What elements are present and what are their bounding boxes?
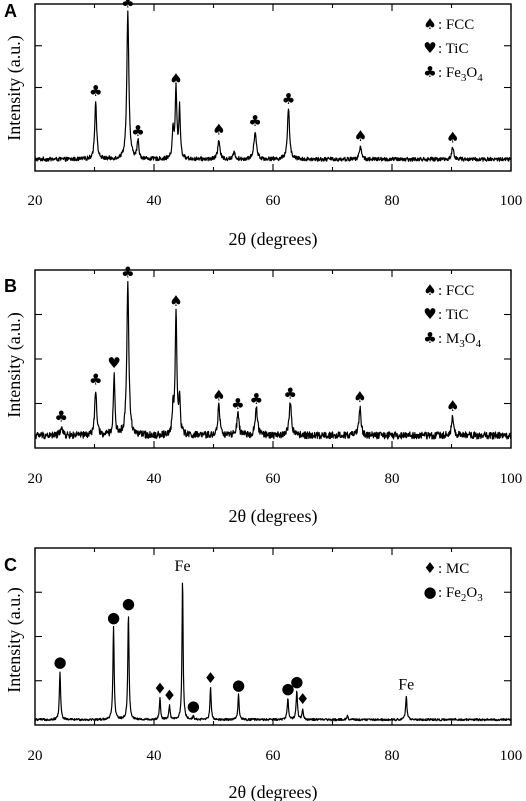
- x-tick-label: 40: [147, 193, 162, 209]
- y-axis-label: Intensity (a.u.): [4, 35, 25, 140]
- peak-marker-fe2o3: ●: [53, 653, 66, 671]
- legend-symbol-oxide: ♣: [423, 329, 436, 347]
- peak-marker-fcc: ♠: [212, 386, 225, 404]
- peak-marker-fe2o3: ●: [187, 697, 200, 715]
- x-tick-label: 100: [500, 748, 523, 764]
- xrd-trace-a: [34, 10, 512, 162]
- panel-letter-a: A: [4, 1, 17, 21]
- peak-marker-fe2o3: ●: [107, 609, 120, 627]
- peak-marker-fcc: ♠: [446, 397, 459, 415]
- panel-a: A 20 40 60 80 100 2θ (degrees) Intensity (a.u.)…: [4, 0, 522, 250]
- peak-marker-fcc: ♠: [212, 120, 225, 138]
- x-tick-label: 100: [500, 193, 523, 209]
- peak-marker-fcc: ♠: [354, 127, 367, 145]
- panel-b: B 20 40 60 80 100 2θ (degrees) Intensity (a.u.)…: [4, 263, 522, 527]
- x-axis-label: 2θ (degrees): [228, 506, 317, 527]
- x-axis-label: 2θ (degrees): [228, 782, 317, 801]
- legend-a: ♠: FCC♥: TiC♣: Fe3O4: [423, 15, 483, 84]
- peak-marker-mc: ♦: [163, 687, 176, 705]
- x-tick-label: 20: [28, 748, 43, 764]
- peak-marker-oxide: ♣: [231, 395, 244, 413]
- legend-symbol-tic: ♥: [423, 39, 436, 57]
- peak-marker-mc: ♦: [153, 679, 166, 697]
- peak-marker-tic: ♥: [107, 354, 120, 372]
- peak-marker-fe2o3: ●: [281, 679, 294, 697]
- panel-letter-c: C: [4, 555, 17, 575]
- legend-symbol-tic: ♥: [423, 305, 436, 323]
- peak-marker-fcc: ♠: [169, 70, 182, 88]
- x-tick-label: 80: [385, 471, 400, 487]
- legend-c: ♦: MC●: Fe2O3: [423, 559, 483, 604]
- legend-label: : Fe3O4: [438, 65, 483, 84]
- x-tick-label: 60: [266, 748, 281, 764]
- legend-symbol-mc: ♦: [423, 559, 436, 577]
- x-tick-label: 20: [28, 471, 43, 487]
- peak-marker-fcc: ♠: [169, 292, 182, 310]
- x-tick-label: 60: [266, 193, 281, 209]
- x-tick-label: 80: [385, 748, 400, 764]
- peak-marker-fe2o3: ●: [290, 672, 303, 690]
- legend-symbol-oxide: ♣: [423, 63, 436, 81]
- peak-marker-fe2o3: ●: [232, 676, 245, 694]
- legend-label: : Fe2O3: [438, 585, 483, 604]
- x-tick-label: 20: [28, 193, 43, 209]
- legend-symbol-fcc: ♠: [423, 15, 436, 33]
- peak-marker-oxide: ♣: [121, 0, 134, 11]
- peak-marker-oxide: ♣: [89, 82, 102, 100]
- y-axis-label: Intensity (a.u.): [4, 312, 25, 417]
- legend-label: : M3O4: [438, 331, 482, 350]
- xrd-trace-b: [34, 280, 512, 440]
- peak-label: Fe: [398, 677, 414, 694]
- peak-marker-oxide: ♣: [250, 390, 263, 408]
- peak-marker-oxide: ♣: [282, 90, 295, 108]
- peak-marker-oxide: ♣: [248, 112, 261, 130]
- x-tick-label: 40: [147, 471, 162, 487]
- xrd-trace-c: [34, 582, 512, 722]
- legend-b: ♠: FCC♥: TiC♣: M3O4: [423, 281, 481, 350]
- peak-marker-mc: ♦: [296, 690, 309, 708]
- legend-label: : TiC: [438, 307, 468, 323]
- x-axis-label: 2θ (degrees): [228, 229, 317, 250]
- legend-label: : FCC: [438, 17, 474, 33]
- peak-marker-oxide: ♣: [121, 263, 134, 281]
- peak-marker-fcc: ♠: [446, 129, 459, 147]
- legend-label: : TiC: [438, 41, 468, 57]
- panel-c: C 20 40 60 80 100 2θ (degrees) Intensity (a.u.)…: [4, 547, 523, 801]
- legend-symbol-fcc: ♠: [423, 281, 436, 299]
- x-tick-label: 80: [385, 193, 400, 209]
- panels: A 20 40 60 80 100 2θ (degrees) Intensity (a.u.)…: [4, 0, 522, 801]
- peak-marker-oxide: ♣: [54, 408, 67, 426]
- peak-marker-oxide: ♣: [131, 122, 144, 140]
- x-tick-label: 60: [266, 471, 281, 487]
- peak-marker-oxide: ♣: [284, 385, 297, 403]
- peak-marker-fe2o3: ●: [122, 594, 135, 612]
- x-tick-label: 40: [147, 748, 162, 764]
- peak-label: Fe: [175, 558, 191, 575]
- legend-symbol-fe2o3: ●: [423, 583, 436, 601]
- y-axis-label: Intensity (a.u.): [4, 587, 25, 692]
- legend-label: : MC: [438, 561, 469, 577]
- peak-marker-oxide: ♣: [89, 370, 102, 388]
- legend-label: : FCC: [438, 283, 474, 299]
- x-tick-label: 100: [500, 471, 523, 487]
- panel-letter-b: B: [4, 276, 17, 296]
- peak-marker-fcc: ♠: [353, 388, 366, 406]
- peak-marker-mc: ♦: [204, 669, 217, 687]
